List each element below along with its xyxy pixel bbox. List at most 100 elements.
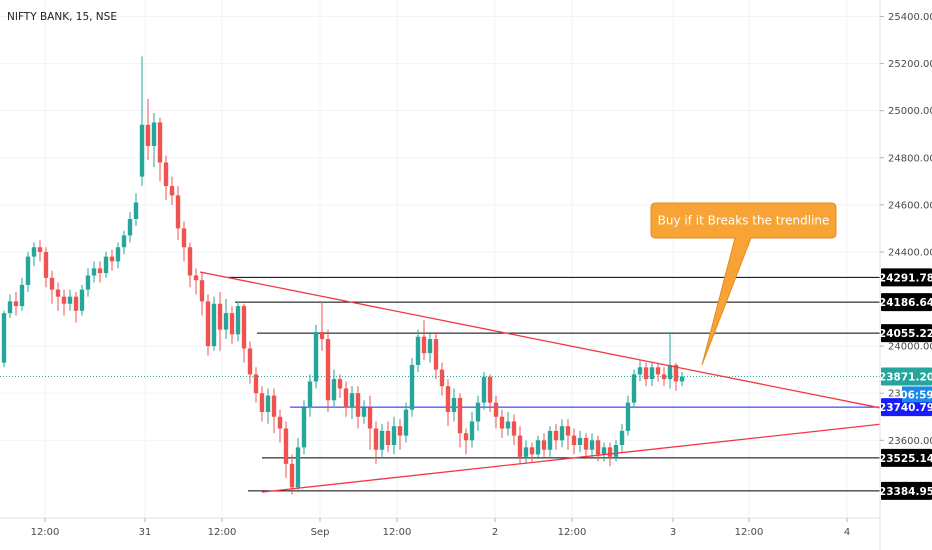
candle-body: [589, 440, 595, 450]
candle: [445, 379, 451, 427]
price-box-label: 23740.79: [879, 402, 932, 414]
candle-body: [79, 289, 85, 311]
price-box-label: 24055.22: [879, 328, 932, 340]
candle-body: [445, 386, 451, 413]
countdown-box: 06:59: [900, 386, 932, 403]
callout-bubble[interactable]: [650, 202, 837, 366]
candle: [595, 435, 601, 462]
chart-title: NIFTY BANK, 15, NSE: [7, 11, 117, 23]
candle-body: [241, 306, 247, 349]
candle-body: [25, 256, 31, 285]
candle: [319, 301, 325, 351]
x-tick-label: 31: [139, 527, 152, 538]
candle: [13, 291, 19, 316]
candle: [499, 409, 505, 438]
price-box-bg: [881, 398, 932, 417]
candle: [115, 242, 121, 269]
candle: [283, 421, 289, 478]
candle: [421, 320, 427, 361]
candle: [529, 442, 535, 462]
y-tick-label: 24600.00: [888, 200, 932, 211]
candle: [121, 230, 127, 255]
candle: [271, 388, 277, 434]
candle: [199, 273, 205, 316]
candle-body: [55, 289, 61, 297]
horizontal-levels: [0, 276, 880, 492]
candle-body: [541, 440, 547, 450]
candle: [301, 400, 307, 455]
candle: [511, 414, 517, 446]
candle: [313, 324, 319, 389]
candle-body: [163, 162, 169, 187]
candle-body: [391, 426, 397, 446]
candle-body: [187, 247, 193, 276]
candle-body: [199, 280, 205, 302]
candle-body: [97, 268, 103, 274]
candle-body: [109, 256, 115, 262]
candle: [571, 428, 577, 455]
countdown-label: 06:59: [900, 389, 932, 401]
candle: [433, 331, 439, 380]
level-price-box: 24186.64: [879, 293, 932, 312]
candle: [373, 421, 379, 464]
candle-body: [667, 364, 673, 380]
candle: [139, 56, 145, 187]
candle-body: [577, 437, 583, 446]
candle: [85, 268, 91, 297]
candle-body: [145, 124, 151, 146]
candle: [457, 393, 463, 448]
candle: [385, 421, 391, 453]
current-price-box: 23871.20: [879, 367, 932, 386]
candle-body: [313, 331, 319, 382]
candle: [289, 454, 295, 495]
candle: [631, 369, 637, 408]
candle-body: [367, 407, 373, 429]
candle: [451, 388, 457, 422]
candle-body: [655, 367, 661, 375]
candle-body: [175, 195, 181, 229]
candle: [397, 419, 403, 450]
grid-lines: [0, 0, 880, 518]
price-box-bg: [881, 448, 932, 467]
candle: [643, 362, 649, 387]
y-tick-label: 23600.00: [888, 436, 932, 447]
candle: [43, 247, 49, 288]
candle-body: [247, 348, 253, 375]
candle: [535, 435, 541, 460]
candle: [547, 426, 553, 457]
candle: [523, 440, 529, 464]
candle: [241, 303, 247, 363]
candle-body: [61, 296, 67, 304]
candle-body: [481, 376, 487, 403]
candle: [181, 221, 187, 262]
candle: [259, 386, 265, 422]
candle-body: [337, 379, 343, 389]
countdown-bg: [902, 386, 932, 403]
time-axis: 12:00 31 12:00 Sep 12:00 2 12:00 3 12:00 4: [31, 518, 850, 538]
price-box-label: 24186.64: [879, 297, 932, 309]
candle: [253, 367, 259, 403]
candle: [151, 113, 157, 168]
candle-body: [217, 303, 223, 330]
candle-body: [157, 122, 163, 163]
candle-body: [91, 268, 97, 276]
candle: [619, 423, 625, 453]
candle-body: [259, 393, 265, 413]
candle: [55, 282, 61, 311]
candle-body: [49, 277, 55, 290]
candle-body: [19, 284, 25, 307]
candle-body: [517, 435, 523, 457]
candle: [601, 442, 607, 462]
candle-body: [355, 393, 361, 417]
candle-body: [547, 430, 553, 450]
candle: [403, 402, 409, 443]
buy-callout: Buy if it Breaks the trendline: [650, 202, 837, 366]
candle-body: [565, 426, 571, 436]
candle: [235, 301, 241, 342]
candle-body: [433, 339, 439, 370]
y-tick-label: 24000.00: [888, 342, 932, 353]
candle: [667, 331, 673, 389]
candle-body: [643, 367, 649, 380]
candle-body: [595, 440, 601, 455]
